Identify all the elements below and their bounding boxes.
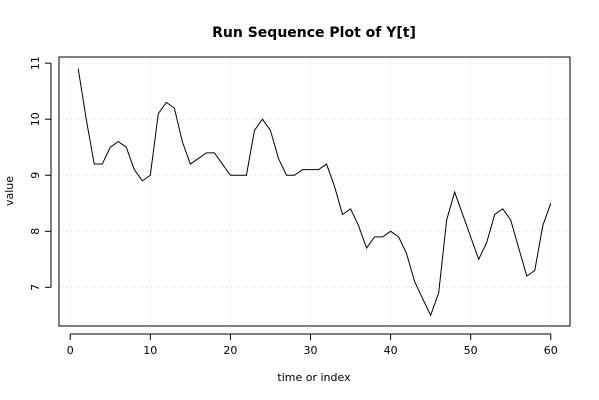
x-tick-label: 50	[464, 344, 478, 357]
x-tick-label: 0	[67, 344, 74, 357]
y-tick-label: 11	[29, 56, 42, 70]
y-tick-label: 7	[29, 284, 42, 291]
x-tick-label: 60	[544, 344, 558, 357]
y-tick-label: 10	[29, 112, 42, 126]
series-line	[77, 68, 552, 317]
x-tick-label: 20	[223, 344, 237, 357]
x-axis-label: time or index	[277, 371, 351, 384]
series-layer	[77, 68, 552, 317]
y-axis: 7 8 9 10 11	[29, 56, 52, 291]
y-tick-label: 9	[29, 172, 42, 179]
x-axis: 0 10 20 30 40 50 60	[67, 333, 558, 357]
chart-title: Run Sequence Plot of Y[t]	[212, 25, 416, 41]
y-axis-label: value	[3, 176, 16, 206]
x-tick-label: 10	[143, 344, 157, 357]
x-tick-label: 30	[303, 344, 317, 357]
y-tick-label: 8	[29, 228, 42, 235]
x-tick-label: 40	[384, 344, 398, 357]
plot-frame	[58, 56, 571, 327]
grid	[59, 57, 570, 326]
